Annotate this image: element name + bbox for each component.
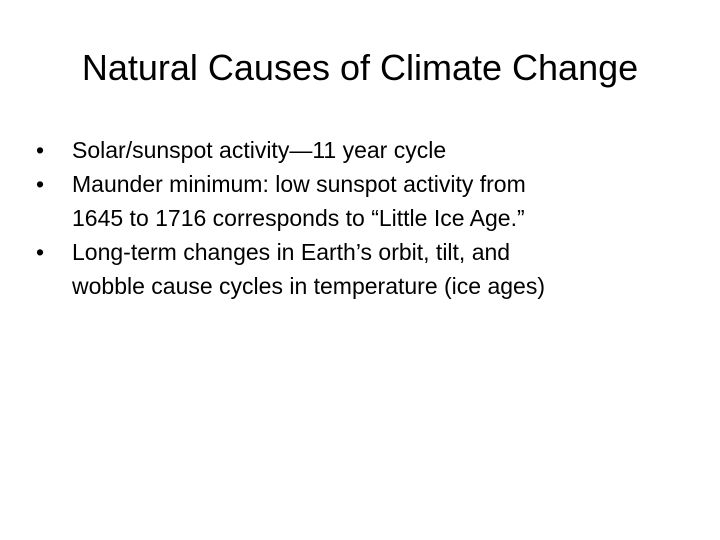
bullet-item: Long-term changes in Earth’s orbit, tilt… (36, 235, 706, 303)
bullet-text: Solar/sunspot activity—11 year cycle (72, 137, 447, 163)
bullet-item: Solar/sunspot activity—11 year cycle (36, 133, 706, 167)
bullet-text: wobble cause cycles in temperature (ice … (72, 273, 546, 299)
bullet-list: Solar/sunspot activity—11 year cycle Maun… (36, 133, 706, 303)
slide-title: Natural Causes of Climate Change (81, 47, 639, 88)
bullet-item: Maunder minimum: low sunspot activity fr… (36, 167, 706, 235)
bullet-text: 1645 to 1716 corresponds to “Little Ice … (72, 205, 525, 231)
bullet-text: Maunder minimum: low sunspot activity fr… (72, 171, 526, 197)
bullet-text: Long-term changes in Earth’s orbit, tilt… (72, 239, 511, 265)
